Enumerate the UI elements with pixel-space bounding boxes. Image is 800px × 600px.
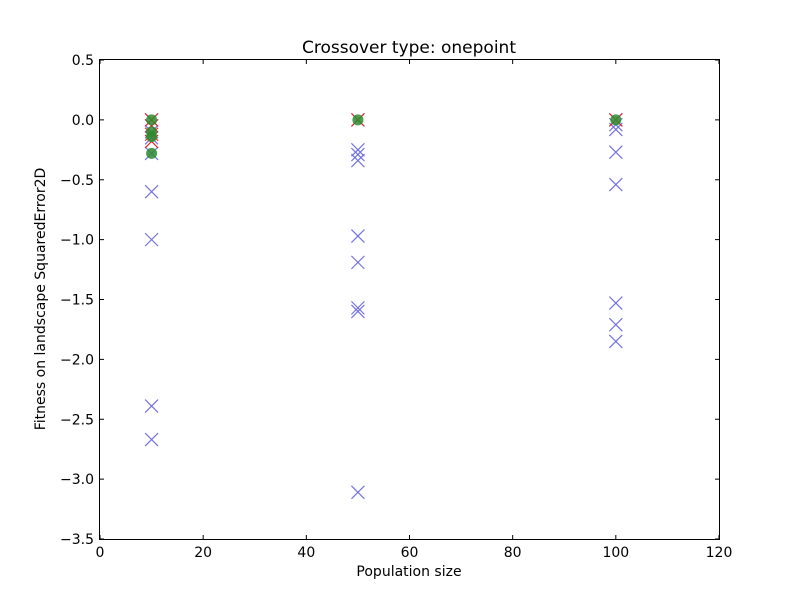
data-point-circle-marker: [610, 114, 622, 126]
data-point-x-marker: [144, 232, 159, 247]
data-point-x-marker: [608, 122, 623, 137]
data-point-x-marker: [350, 147, 365, 162]
x-tick-label: 40: [297, 545, 315, 561]
data-point-x-marker: [350, 229, 365, 243]
x-axis-label: Population size: [356, 564, 461, 580]
y-tick-label: −3.0: [60, 472, 94, 488]
data-point-x-marker: [608, 145, 623, 160]
y-tick-label: −2.0: [60, 352, 94, 368]
y-tick-label: −1.5: [60, 293, 94, 309]
data-point-x-marker: [350, 304, 365, 319]
data-point-x-marker: [350, 300, 365, 315]
x-tick-label: 80: [504, 545, 522, 561]
data-point-x-marker: [608, 334, 623, 349]
x-tick-label: 60: [401, 545, 419, 561]
y-tick-label: −2.5: [60, 412, 94, 428]
data-point-x-marker: [608, 317, 623, 332]
data-point-x-marker: [608, 177, 623, 192]
data-point-x-marker: [608, 296, 623, 311]
data-point-x-marker: [350, 142, 365, 157]
data-point-x-marker: [350, 255, 365, 270]
y-axis-label: Fitness on landscape SquaredError2D: [33, 168, 49, 431]
y-tick-label: −0.5: [60, 173, 94, 189]
data-point-circle-marker: [146, 147, 158, 159]
chart-title: Crossover type: onepoint: [302, 38, 516, 58]
y-tick-label: 0.5: [72, 53, 94, 69]
plot-area-frame: [99, 59, 720, 540]
data-point-x-marker: [144, 184, 159, 199]
y-tick-label: 0.0: [72, 113, 94, 129]
x-tick-label: 120: [706, 545, 733, 561]
data-point-circle-marker: [352, 114, 364, 126]
x-tick-label: 20: [194, 545, 212, 561]
data-point-x-marker: [350, 485, 365, 500]
data-point-x-marker: [144, 432, 159, 447]
x-tick-label: 100: [602, 545, 629, 561]
y-axis-ticks: 0.5 0.0 −0.5 −1.0 −1.5 −2.0 −2.5 −3.0 −3.5: [60, 53, 719, 548]
data-point-x-marker: [144, 399, 159, 414]
data-point-x-marker: [350, 153, 365, 168]
y-tick-label: −1.0: [60, 233, 94, 249]
plot-markers: [144, 112, 623, 500]
x-tick-label: 0: [96, 545, 105, 561]
y-tick-label: −3.5: [60, 532, 94, 548]
data-point-circle-marker: [146, 131, 158, 143]
data-point-circle-marker: [146, 114, 158, 126]
x-axis-ticks: 0 20 40 60 80 100 120: [96, 60, 733, 561]
